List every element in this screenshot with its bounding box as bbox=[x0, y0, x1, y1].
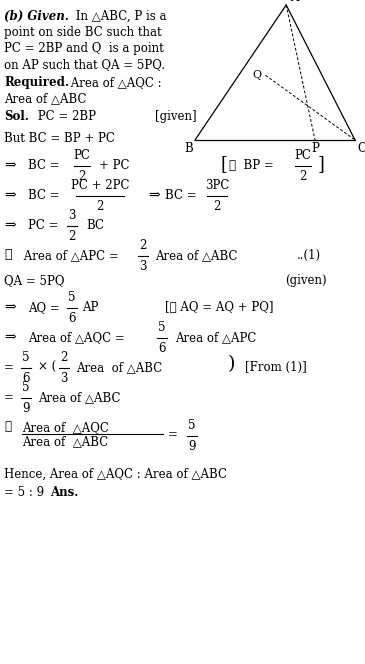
Text: Area of △APC =: Area of △APC = bbox=[20, 249, 119, 262]
Text: ⇒: ⇒ bbox=[148, 188, 160, 202]
Text: 5: 5 bbox=[188, 419, 196, 432]
Text: Area of △ABC: Area of △ABC bbox=[4, 92, 87, 105]
Text: ⇒: ⇒ bbox=[4, 188, 16, 202]
Text: ⇒: ⇒ bbox=[4, 158, 16, 172]
Text: ]: ] bbox=[318, 155, 325, 173]
Text: Required.: Required. bbox=[4, 76, 69, 89]
Text: Area of △ABC: Area of △ABC bbox=[38, 391, 120, 404]
Text: ..(1): ..(1) bbox=[297, 249, 321, 262]
Text: 6: 6 bbox=[68, 312, 76, 325]
Text: PC = 2BP and Q  is a point: PC = 2BP and Q is a point bbox=[4, 42, 164, 55]
Text: =: = bbox=[4, 361, 14, 374]
Text: PC + 2PC: PC + 2PC bbox=[71, 179, 129, 192]
Text: 2: 2 bbox=[68, 230, 76, 243]
Text: BC: BC bbox=[86, 219, 104, 232]
Text: 2: 2 bbox=[213, 200, 221, 213]
Text: 5: 5 bbox=[158, 321, 166, 334]
Text: (given): (given) bbox=[285, 274, 327, 287]
Text: ∴: ∴ bbox=[4, 420, 11, 433]
Text: 2: 2 bbox=[78, 170, 86, 183]
Text: ⇒: ⇒ bbox=[4, 300, 16, 314]
Text: 2: 2 bbox=[139, 239, 147, 252]
Text: 5: 5 bbox=[68, 291, 76, 304]
Text: ∴: ∴ bbox=[4, 248, 12, 261]
Text: 2: 2 bbox=[299, 170, 307, 183]
Text: (b) Given.: (b) Given. bbox=[4, 10, 69, 23]
Text: 3PC: 3PC bbox=[205, 179, 229, 192]
Text: 2: 2 bbox=[60, 351, 68, 364]
Text: PC =: PC = bbox=[28, 219, 58, 232]
Text: 3: 3 bbox=[139, 260, 147, 273]
Text: A: A bbox=[290, 0, 299, 4]
Text: × (: × ( bbox=[38, 361, 56, 374]
Text: Area of △APC: Area of △APC bbox=[175, 331, 256, 344]
Text: 9: 9 bbox=[188, 440, 196, 453]
Text: = 5 : 9: = 5 : 9 bbox=[4, 486, 48, 499]
Text: Sol.: Sol. bbox=[4, 110, 29, 123]
Text: Hence, Area of △AQC : Area of △ABC: Hence, Area of △AQC : Area of △ABC bbox=[4, 468, 227, 481]
Text: [given]: [given] bbox=[155, 110, 197, 123]
Text: ∵  BP =: ∵ BP = bbox=[229, 159, 274, 172]
Text: + PC: + PC bbox=[99, 159, 130, 172]
Text: AQ =: AQ = bbox=[28, 301, 60, 314]
Text: =: = bbox=[4, 391, 14, 404]
Text: Area of △AQC :: Area of △AQC : bbox=[67, 76, 162, 89]
Text: C: C bbox=[357, 142, 365, 155]
Text: BC =: BC = bbox=[28, 159, 59, 172]
Text: [∵ AQ = AQ + PQ]: [∵ AQ = AQ + PQ] bbox=[165, 301, 273, 314]
Text: 3: 3 bbox=[68, 209, 76, 222]
Text: Ans.: Ans. bbox=[50, 486, 78, 499]
Text: [From (1)]: [From (1)] bbox=[245, 361, 307, 374]
Text: 6: 6 bbox=[22, 372, 30, 385]
Text: ): ) bbox=[228, 355, 235, 373]
Text: AP: AP bbox=[82, 301, 99, 314]
Text: 5: 5 bbox=[22, 381, 30, 394]
Text: Area of △ABC: Area of △ABC bbox=[155, 249, 238, 262]
Text: Area of  △ABC: Area of △ABC bbox=[22, 435, 108, 448]
Text: =: = bbox=[168, 428, 178, 441]
Text: 9: 9 bbox=[22, 402, 30, 415]
Text: 2: 2 bbox=[96, 200, 104, 213]
Text: B: B bbox=[184, 142, 193, 155]
Text: PC: PC bbox=[74, 149, 91, 162]
Text: Area of △AQC =: Area of △AQC = bbox=[28, 331, 125, 344]
Text: on AP such that QA = 5PQ.: on AP such that QA = 5PQ. bbox=[4, 58, 165, 71]
Text: BC =: BC = bbox=[28, 189, 59, 202]
Text: But BC = BP + PC: But BC = BP + PC bbox=[4, 132, 115, 145]
Text: ⇒: ⇒ bbox=[4, 218, 16, 232]
Text: point on side BC such that: point on side BC such that bbox=[4, 26, 162, 39]
Text: P: P bbox=[311, 142, 319, 155]
Text: Area  of △ABC: Area of △ABC bbox=[76, 361, 162, 374]
Text: Area of  △AQC: Area of △AQC bbox=[22, 421, 109, 434]
Text: 5: 5 bbox=[22, 351, 30, 364]
Text: 3: 3 bbox=[60, 372, 68, 385]
Text: 6: 6 bbox=[158, 342, 166, 355]
Text: ⇒: ⇒ bbox=[4, 330, 16, 344]
Text: In △ABC, P is a: In △ABC, P is a bbox=[72, 10, 166, 23]
Text: QA = 5PQ: QA = 5PQ bbox=[4, 274, 65, 287]
Text: BC =: BC = bbox=[165, 189, 197, 202]
Text: PC = 2BP: PC = 2BP bbox=[34, 110, 96, 123]
Text: Q: Q bbox=[252, 70, 261, 80]
Text: [: [ bbox=[220, 155, 227, 173]
Text: PC: PC bbox=[295, 149, 311, 162]
